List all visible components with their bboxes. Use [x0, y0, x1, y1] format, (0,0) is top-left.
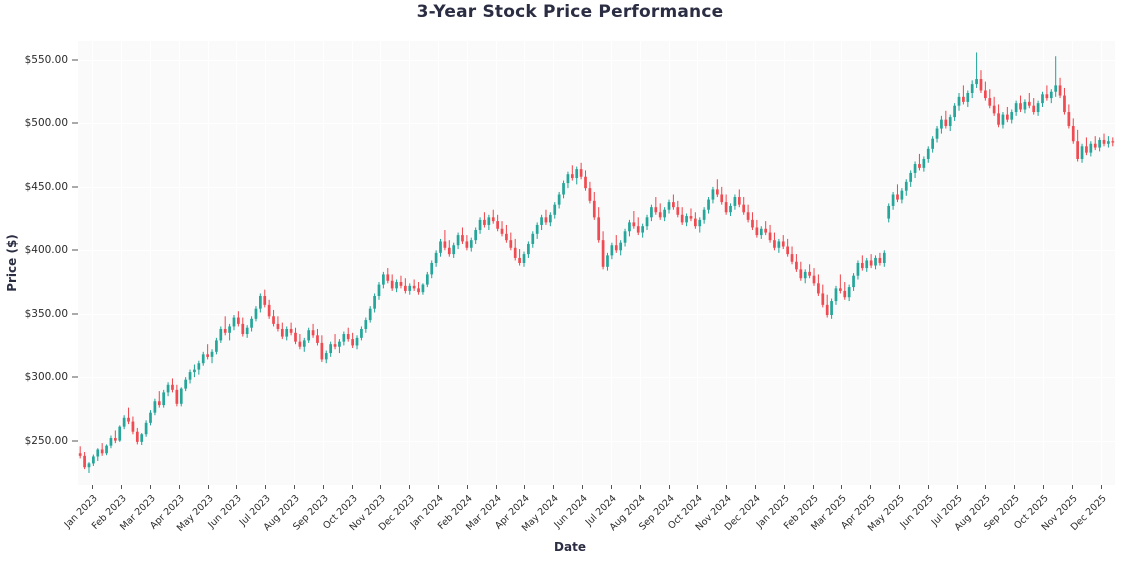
gridline-horizontal [78, 313, 1115, 315]
gridline-vertical [92, 41, 94, 485]
gridline-vertical [207, 41, 209, 485]
y-axis-tick-label: $550.00 [24, 54, 68, 67]
x-axis-tick-mark [726, 485, 728, 489]
x-axis-tick-mark [1042, 485, 1044, 489]
x-axis-tick-mark [668, 485, 670, 489]
gridline-vertical [322, 41, 324, 485]
x-axis-tick-mark [294, 485, 296, 489]
gridline-vertical [1014, 41, 1016, 485]
y-axis-tick-mark [72, 249, 78, 251]
x-axis-tick-mark [466, 485, 468, 489]
x-axis-tick-mark [754, 485, 756, 489]
gridline-vertical [697, 41, 699, 485]
x-axis-tick-mark [639, 485, 641, 489]
gridline-vertical [265, 41, 267, 485]
gridline-vertical [121, 41, 123, 485]
gridline-vertical [351, 41, 353, 485]
x-axis-tick-mark [783, 485, 785, 489]
plot-area [78, 41, 1115, 485]
x-axis: Jan 2023 Feb 2023 Mar 2023 Apr 2023 May 2023… [63, 485, 1115, 545]
gridline-horizontal [78, 250, 1115, 252]
y-axis: $250.00 $300.00 $350.00 $400.00 $450.00 $500.… [0, 41, 78, 485]
x-axis-tick-mark [841, 485, 843, 489]
y-axis-tick-label: $500.00 [24, 117, 68, 130]
gridline-vertical [1042, 41, 1044, 485]
x-axis-tick-mark [1014, 485, 1016, 489]
y-axis-tick-label: $450.00 [24, 180, 68, 193]
gridline-vertical [726, 41, 728, 485]
gridline-vertical [898, 41, 900, 485]
gridline-vertical [495, 41, 497, 485]
x-axis-tick-mark [582, 485, 584, 489]
candlestick-series [78, 52, 1115, 473]
x-axis-tick-mark [438, 485, 440, 489]
gridline-vertical [582, 41, 584, 485]
gridline-vertical [639, 41, 641, 485]
x-axis-tick-mark [92, 485, 94, 489]
gridline-vertical [150, 41, 151, 485]
x-axis-tick-mark [898, 485, 900, 489]
gridline-vertical [783, 41, 785, 485]
x-axis-tick-mark [178, 485, 180, 489]
x-axis-tick-mark [351, 485, 353, 489]
gridline-horizontal [78, 60, 1115, 62]
gridline-vertical [409, 41, 411, 485]
x-axis-tick-mark [870, 485, 872, 489]
x-axis-tick-mark [207, 485, 209, 489]
x-axis-tick-mark [265, 485, 267, 489]
gridline-vertical [812, 41, 814, 485]
x-axis-tick-mark [956, 485, 958, 489]
gridline-vertical [553, 41, 555, 485]
gridline-vertical [466, 41, 468, 485]
x-axis-tick-mark [1071, 485, 1073, 489]
gridline-horizontal [78, 440, 1115, 442]
gridline-vertical [1071, 41, 1073, 485]
x-axis-label: Date [554, 540, 586, 554]
page-title: 3-Year Stock Price Performance [416, 2, 724, 22]
y-axis-tick-mark [72, 186, 78, 188]
x-axis-tick-mark [121, 485, 123, 489]
x-axis-tick-mark [697, 485, 699, 489]
x-axis-tick-mark [553, 485, 555, 489]
gridline-vertical [1100, 41, 1102, 485]
y-axis-tick-label: $300.00 [24, 371, 68, 384]
gridline-vertical [668, 41, 670, 485]
x-axis-tick-mark [610, 485, 612, 489]
x-axis-tick-mark [150, 485, 151, 489]
gridline-vertical [927, 41, 929, 485]
y-axis-tick-mark [72, 376, 78, 378]
x-axis-tick-mark [322, 485, 324, 489]
x-axis-tick-mark [495, 485, 497, 489]
gridline-horizontal [78, 186, 1115, 188]
y-axis-tick-mark [72, 440, 78, 442]
x-axis-tick-mark [380, 485, 382, 489]
y-axis-tick-mark [72, 313, 78, 315]
y-axis-tick-label: $250.00 [24, 434, 68, 447]
gridline-vertical [610, 41, 612, 485]
gridline-vertical [294, 41, 296, 485]
gridline-vertical [178, 41, 180, 485]
y-axis-tick-label: $350.00 [24, 307, 68, 320]
y-axis-tick-mark [72, 122, 78, 124]
gridline-vertical [841, 41, 843, 485]
x-axis-tick-mark [236, 485, 238, 489]
x-axis-tick-mark [1100, 485, 1102, 489]
x-axis-tick-mark [985, 485, 987, 489]
gridline-vertical [438, 41, 440, 485]
x-axis-tick-mark [812, 485, 814, 489]
y-axis-tick-mark [72, 59, 78, 61]
x-axis-tick-mark [524, 485, 526, 489]
y-axis-tick-label: $400.00 [24, 244, 68, 257]
gridline-vertical [985, 41, 987, 485]
gridline-horizontal [78, 377, 1115, 379]
x-axis-tick-mark [409, 485, 411, 489]
gridline-vertical [956, 41, 958, 485]
gridline-horizontal [78, 123, 1115, 125]
x-axis-tick-mark [927, 485, 929, 489]
gridline-vertical [236, 41, 238, 485]
gridline-vertical [380, 41, 382, 485]
gridline-vertical [754, 41, 756, 485]
